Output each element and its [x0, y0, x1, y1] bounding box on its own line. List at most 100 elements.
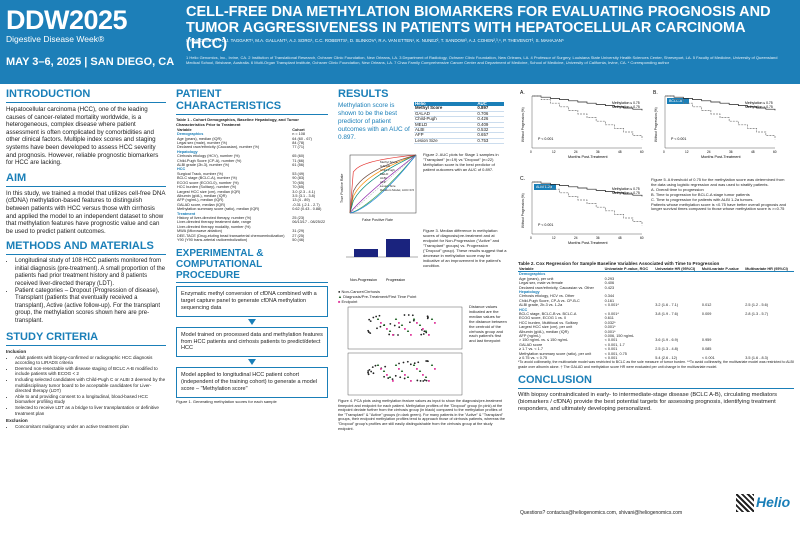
- table2-cell: 0.423: [604, 285, 615, 290]
- table2-section: Hepatology: [519, 289, 540, 294]
- km-tick: 36: [596, 236, 600, 240]
- legend-endpoint: Endpoint: [341, 299, 358, 305]
- roc-chart: Methyl ScoreGALADChild-PughMELDALBIAFPLe…: [340, 154, 417, 222]
- table1-row: Demographics n = 108: [176, 132, 328, 136]
- pca-note: Distance values indicated are the median…: [469, 303, 507, 344]
- table1-cell: 71 (66): [292, 158, 305, 163]
- roc-curve: [349, 154, 417, 214]
- table1-cell: Treatment: [177, 211, 196, 216]
- table1-cell: n = 108: [292, 132, 306, 137]
- pca-point-diagnosis: [376, 363, 380, 366]
- pca-point-noncancer: [391, 378, 394, 381]
- pca-point-diagnosis: [430, 363, 434, 366]
- km-legend: Methylation > 0.75: [612, 105, 640, 109]
- table2-cell: 0.001*: [604, 325, 616, 330]
- table2-cell: Largest HCC size (cm), per unit: [519, 325, 573, 330]
- exclusion-list: Concomitant malignancy under an active t…: [6, 424, 166, 430]
- table2-cell: GALAD score: [519, 342, 543, 347]
- pca-point-endpoint: [416, 367, 418, 370]
- bar-nonprogression: [354, 249, 378, 258]
- table1-row: GALAD score, median (IQR) -0.31 (-2.1 - 2…: [176, 203, 328, 207]
- table1-cell: Albumin (g/dL), median (IQR): [177, 193, 227, 198]
- table2-row: Methylation summary score (ratio), per u…: [518, 352, 794, 356]
- km-xlabel: Months Post-Treatment: [568, 241, 608, 245]
- legend-noncancer: Non-Cancer/Cirrhosis: [341, 289, 381, 295]
- pca-point-endpoint: [380, 321, 382, 324]
- figure1-caption: Figure 1. Generating methylation scores …: [176, 398, 277, 404]
- table1-header: Variable: [177, 127, 192, 132]
- km-legend: Methylation ≤ 0.75: [612, 187, 640, 191]
- auc-cell: 0.753: [476, 138, 504, 145]
- logo-main: DDW2025: [6, 5, 128, 35]
- table1-cell: BCLC stage (BCLC-A), number (%): [177, 176, 237, 181]
- table2-cell: 2.8 (1.3 - 5.7): [745, 311, 769, 316]
- table2-row: Child-Pugh Score, CP-A vs. CP-B-C 0.161: [518, 299, 794, 303]
- fig5-a: A. Overall time to progression: [651, 186, 704, 192]
- bar-chart: Non-Progression Progression: [346, 239, 418, 282]
- table1-cell: Methylation summary score (ratio), media…: [177, 207, 260, 212]
- pca-point-diagnosis: [394, 363, 398, 366]
- results-heading: RESULTS: [338, 88, 389, 100]
- table1-row: Liver-directed therapy modality, number …: [176, 225, 328, 229]
- pca-point-noncancer: [387, 377, 390, 379]
- table2-cell: 0.006, 150 ng/mL: [604, 334, 635, 338]
- table2-note: *To avoid collinearity, the multivariate…: [518, 360, 794, 369]
- table1-cell: GALAD score, median (IQR): [177, 202, 226, 207]
- pca-point-noncancer: [417, 361, 420, 364]
- pca-point-diagnosis: [394, 317, 398, 320]
- table1-cell: 06/13/17 - 08/25/22: [292, 220, 326, 225]
- pca-point-endpoint: [404, 327, 406, 330]
- auc-row: AFP 0.657: [414, 133, 504, 139]
- table1-row: Age (years), median (IQR) 64 (60 - 67): [176, 137, 328, 141]
- inclusion-label: Inclusion: [6, 348, 27, 354]
- pca-point-noncancer: [406, 360, 409, 363]
- roc-curve: [349, 154, 417, 214]
- auc-cell: AFP: [414, 133, 477, 139]
- pca-point-endpoint: [386, 327, 388, 330]
- pca-point-noncancer: [369, 320, 372, 323]
- km-pvalue: P < 0.001: [538, 223, 553, 227]
- table2-cell: < 0.001: [604, 338, 618, 343]
- pca-point-noncancer: [407, 314, 410, 316]
- table1-row: AFP (ng/mL), median (IQR) 13 (4 - 89): [176, 198, 328, 202]
- pca-point-endpoint: [398, 321, 400, 324]
- auc-row: Lesion Size 0.753: [414, 138, 504, 145]
- pca-point-noncancer: [372, 372, 375, 375]
- auc-table: Helio AUC Methyl Score 0.897 GALAD 0.706 Chil…: [414, 101, 504, 145]
- pca-point-noncancer: [388, 333, 391, 336]
- km-tick: 24: [574, 236, 578, 240]
- auc-cell: Lesion Size: [414, 138, 477, 145]
- qr-code-icon: [736, 494, 754, 512]
- table1-cell: 64 (60 - 67): [292, 136, 312, 141]
- pca-point-endpoint: [422, 327, 424, 330]
- exclusion-item: Concomitant malignancy under an active t…: [15, 424, 166, 430]
- table2-cell: 3.8 (1.9 - 7.6): [655, 311, 679, 316]
- table1-cell: 25 (23): [292, 215, 305, 220]
- roc-curve: [349, 155, 417, 214]
- table1-cell: MWA (Microwave ablation): [177, 229, 223, 234]
- arrow-icon: [248, 359, 256, 366]
- figure5-caption: Figure 5. A threshold of 0.75 for the me…: [651, 177, 791, 260]
- aim-text: In this study, we trained a model that u…: [6, 189, 166, 235]
- table2-cell: 0.085: [701, 347, 712, 352]
- pca-point-endpoint: [434, 367, 436, 370]
- logo-sub: Digestive Disease Week®: [6, 34, 105, 44]
- table2-cell: ALBI grade, 2b-3 vs. 1-2a: [519, 303, 563, 308]
- table2-cell: > 150 ng/mL vs. ≤ 150 ng/mL: [519, 338, 569, 343]
- table1-row: Methylation summary score (ratio), media…: [176, 207, 328, 211]
- table2-row: ≥ 0.75 vs. < 0.75 < 0.001 5.4 (2.6 - 12) < …: [518, 356, 794, 360]
- pca-point-noncancer: [402, 361, 405, 364]
- pca-point-diagnosis: [430, 317, 434, 320]
- table2-cell: Cirrhosis etiology, HCV vs. Other: [519, 294, 575, 299]
- pca-point-diagnosis: [400, 369, 404, 372]
- km-legend: Methylation ≤ 0.75: [612, 101, 640, 105]
- table2-header: Multi-variate P-value: [700, 266, 745, 273]
- table1-cell: Child-Pugh Score (CP-A), number (%): [177, 158, 242, 163]
- table1-cell: 50 (46): [292, 237, 305, 242]
- poster-header: DDW2025 Digestive Disease Week® MAY 3–6,…: [0, 0, 800, 84]
- km-pvalue: P < 0.001: [538, 137, 553, 141]
- table1-cell: 70 (65): [292, 185, 305, 190]
- pca-point-diagnosis: [406, 375, 410, 378]
- auc-row: GALAD 0.706: [414, 111, 504, 118]
- table2-cell: 3.5 (1.6 - 8.3): [745, 356, 769, 361]
